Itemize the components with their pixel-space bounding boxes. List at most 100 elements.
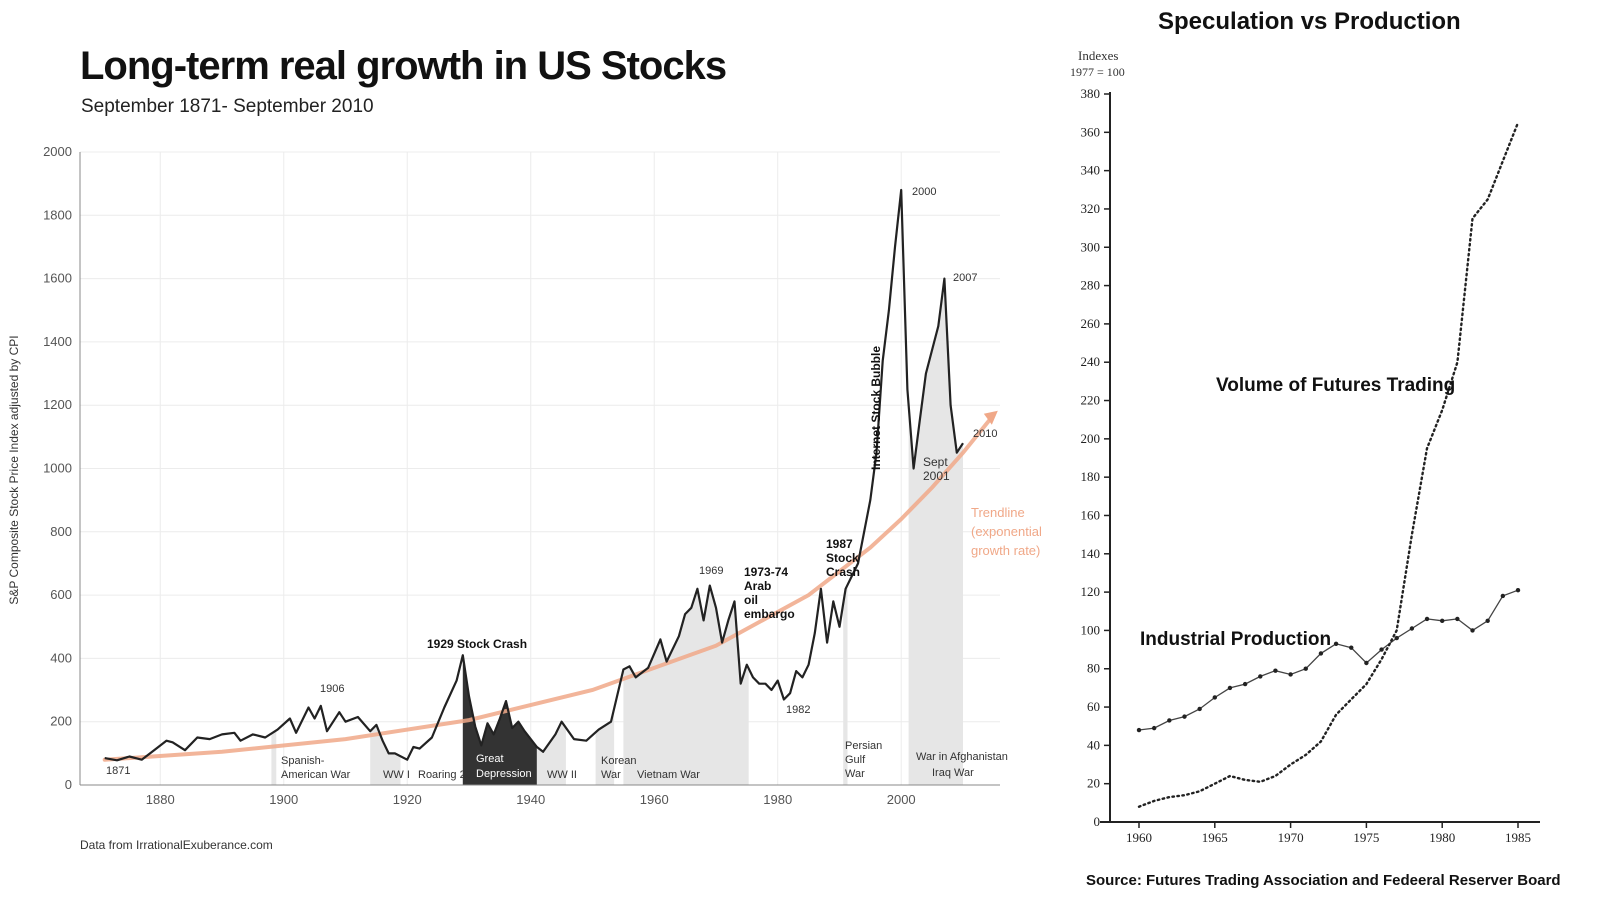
left-trendline [102, 410, 998, 762]
left-chart-plot: 0 200 400 600 800 1000 1200 1400 1600 1800 2000 18… [7, 144, 1042, 807]
price-line [104, 188, 964, 762]
right-x-tick-label: 1960 [1126, 830, 1152, 845]
industrial-production-point [1455, 616, 1460, 622]
right-y-tick-label: 100 [1081, 622, 1101, 637]
right-y-tick-label: 80 [1087, 661, 1100, 676]
svg-text:Depression: Depression [476, 768, 532, 780]
industrial-production-point [1440, 618, 1445, 624]
left-x-tick-label: 1940 [516, 792, 545, 807]
industrial-production-point [1394, 635, 1399, 641]
right-y-tick-label: 60 [1087, 699, 1100, 714]
left-price-series [104, 188, 964, 762]
annotation-trendline: Trendline (exponential growth rate) [971, 505, 1042, 558]
industrial-production-point [1470, 628, 1475, 633]
annotation-internet-bubble: Internet Stock Bubble [869, 346, 883, 470]
left-event-bands [271, 281, 963, 785]
annotation-sept-2001: Sept 2001 [923, 455, 950, 483]
right-y-tick-label: 380 [1081, 86, 1101, 101]
svg-text:Persian: Persian [845, 740, 882, 752]
svg-text:2001: 2001 [923, 469, 950, 483]
industrial-production-point [1303, 666, 1308, 671]
industrial-production-point [1318, 651, 1324, 656]
industrial-production-point [1424, 616, 1430, 622]
industrial-production-point [1227, 685, 1233, 691]
right-y-tick-label: 340 [1081, 163, 1101, 178]
industrial-production-point [1258, 674, 1263, 679]
svg-text:(exponential: (exponential [971, 524, 1042, 539]
left-event-band [623, 585, 749, 785]
right-chart-title: Speculation vs Production [1158, 8, 1461, 35]
industrial-production-point [1136, 727, 1142, 733]
right-chart-source: Source: Futures Trading Association and … [1086, 872, 1561, 889]
left-chart-title: Long-term real growth in US Stocks [80, 44, 727, 88]
right-y-tick-label: 160 [1081, 507, 1101, 522]
right-x-tick-label: 1970 [1278, 830, 1304, 845]
right-y-tick-label: 20 [1087, 776, 1100, 791]
label-industrial-production: Industrial Production [1140, 629, 1331, 650]
annotation-spanish-american-war: Spanish- American War [281, 755, 351, 781]
left-x-tick-label: 1900 [269, 792, 298, 807]
right-y-tick-label: 200 [1081, 431, 1101, 446]
right-chart-panel: Speculation vs Production Indexes 1977 =… [1070, 0, 1600, 900]
industrial-production-line [1138, 589, 1519, 731]
annotation-afghanistan: War in Afghanistan [916, 751, 1008, 763]
left-y-tick-label: 0 [65, 777, 72, 792]
right-y-tick-label: 120 [1081, 584, 1101, 599]
annotation-2000: 2000 [912, 186, 936, 198]
industrial-production-point [1515, 587, 1521, 593]
left-axes [79, 152, 1000, 786]
right-y-tick-labels: 0 20 40 60 80 100 120 140 160 180 200 220 240 260 280 3… [1081, 86, 1110, 829]
right-y-tick-label: 260 [1081, 316, 1101, 331]
annotation-persian-gulf-war: Persian Gulf War [845, 740, 882, 780]
industrial-production-point [1349, 645, 1354, 650]
annotation-war-labels: Spanish- American War WW I Roaring 20s Gr… [281, 740, 1008, 781]
annotation-korean-war: Korean War [601, 755, 636, 781]
industrial-production-point [1485, 618, 1490, 624]
right-chart-plot: Indexes 1977 = 100 0 20 40 60 80 100 120 140 160… [1070, 48, 1540, 845]
svg-text:oil: oil [744, 593, 758, 607]
left-x-tick-label: 1960 [640, 792, 669, 807]
left-y-tick-label: 1400 [43, 334, 72, 349]
svg-text:embargo: embargo [744, 607, 795, 621]
right-y-tick-label: 240 [1081, 354, 1101, 369]
industrial-production-point [1242, 681, 1248, 687]
svg-text:Crash: Crash [826, 565, 860, 579]
svg-text:Trendline: Trendline [971, 505, 1025, 520]
industrial-production-point [1212, 695, 1217, 700]
right-y-tick-label: 40 [1087, 737, 1100, 752]
annotation-roaring-20s: Roaring 20s [418, 769, 478, 781]
industrial-production-point [1197, 706, 1202, 712]
annotation-vietnam-war: Vietnam War [637, 769, 700, 781]
right-axes [1100, 92, 1540, 823]
industrial-production-point [1409, 626, 1415, 631]
left-y-tick-label: 600 [50, 587, 72, 602]
left-chart-source: Data from IrrationalExuberance.com [80, 838, 273, 852]
svg-text:Arab: Arab [744, 579, 771, 593]
annotation-great-depression: Great Depression [476, 753, 532, 780]
left-event-band [536, 721, 566, 785]
left-y-axis-label: S&P Composite Stock Price Index adjusted… [7, 335, 21, 604]
industrial-production-point [1500, 593, 1506, 599]
svg-text:Stock: Stock [826, 551, 859, 565]
left-x-tick-label: 1920 [393, 792, 422, 807]
right-y-tick-label: 360 [1081, 124, 1101, 139]
left-event-band [843, 585, 848, 785]
annotation-iraq-war: Iraq War [932, 767, 974, 779]
svg-text:Spanish-: Spanish- [281, 755, 325, 767]
left-grid [80, 151, 1000, 786]
right-x-tick-label: 1965 [1202, 830, 1228, 845]
svg-text:Great: Great [476, 753, 504, 765]
industrial-production-point [1182, 714, 1187, 719]
annotation-1906: 1906 [320, 683, 344, 695]
annotation-1982: 1982 [786, 704, 810, 716]
left-event-band [595, 708, 615, 785]
right-y-tick-label: 0 [1094, 814, 1101, 829]
right-y-tick-label: 140 [1081, 546, 1101, 561]
annotation-2010: 2010 [973, 428, 997, 440]
svg-text:1987: 1987 [826, 537, 853, 551]
left-x-tick-label: 2000 [887, 792, 916, 807]
svg-text:American War: American War [281, 769, 351, 781]
left-event-band [370, 724, 401, 785]
right-y-unit-label: Indexes [1078, 48, 1118, 63]
annotation-1929-crash: 1929 Stock Crash [427, 637, 527, 651]
